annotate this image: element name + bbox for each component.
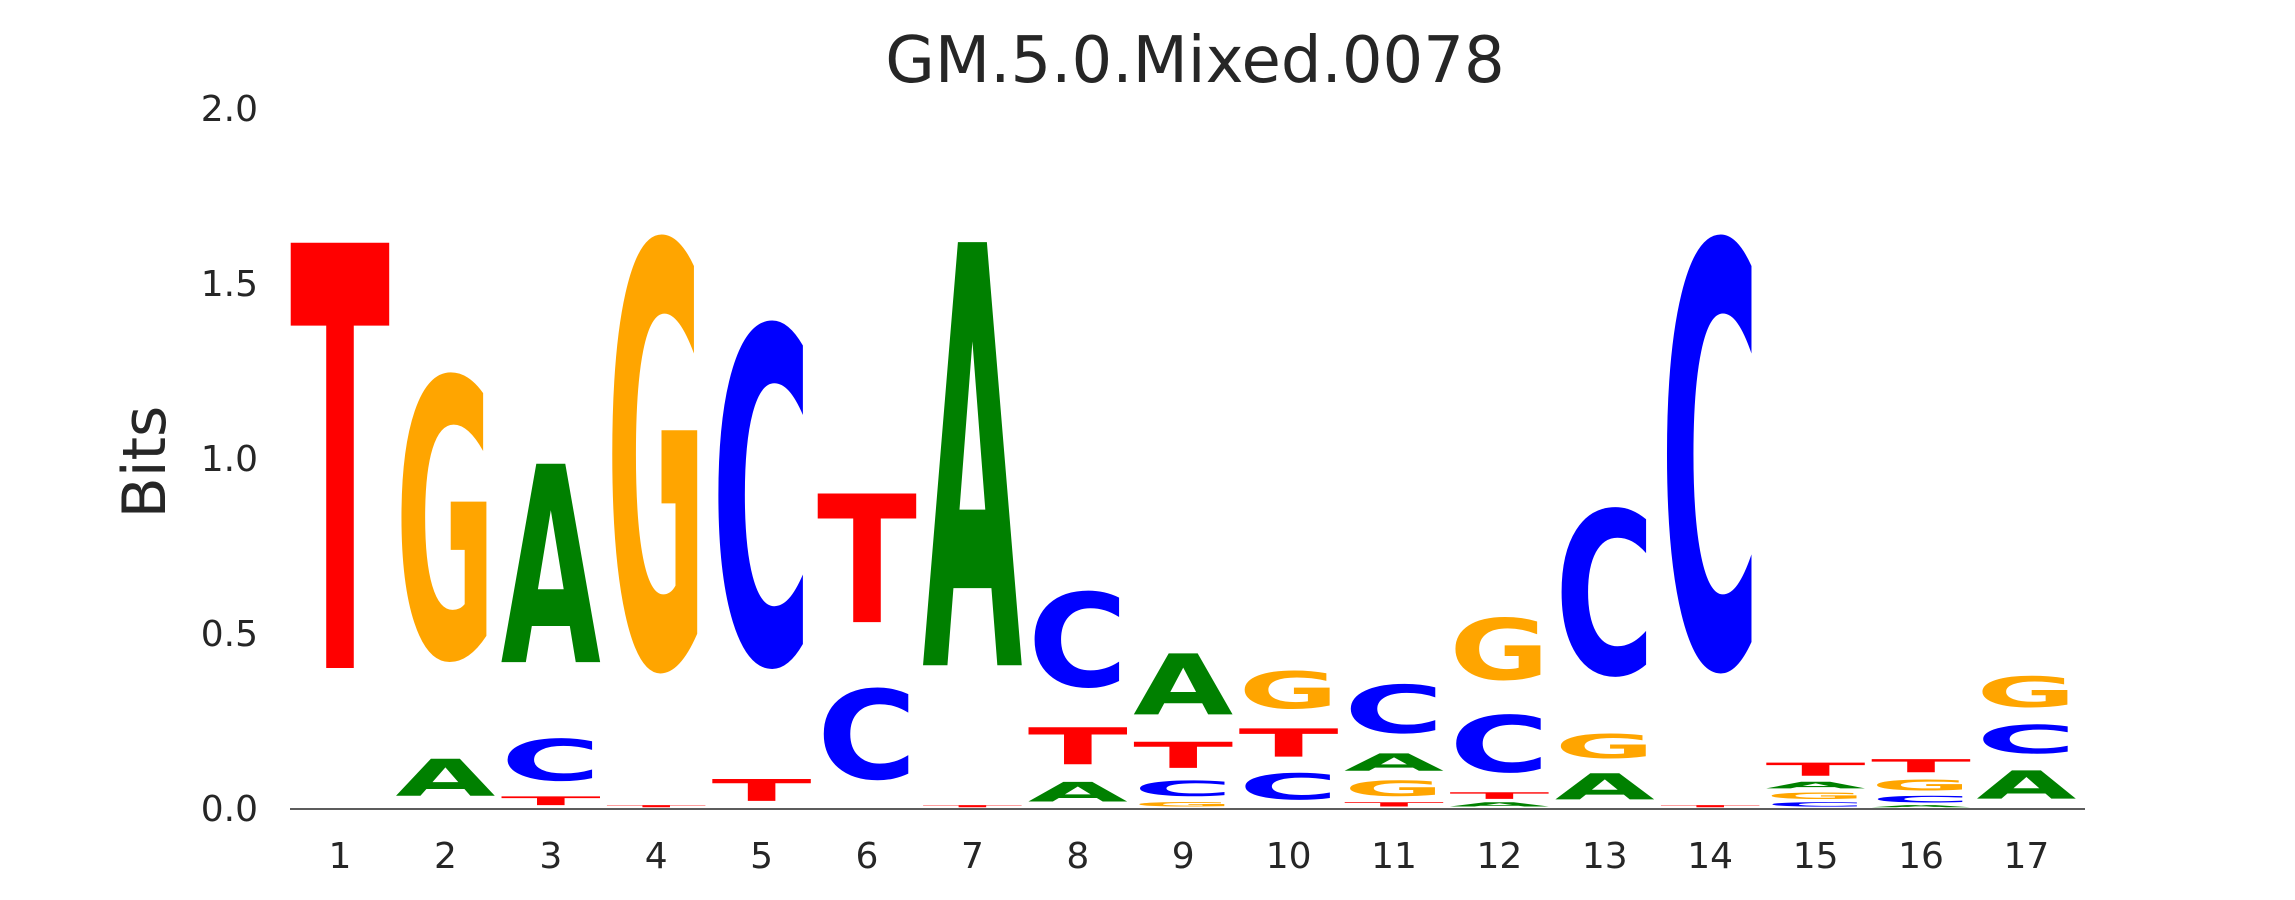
logo-stack: CT	[817, 459, 917, 808]
logo-letter-A: A	[1976, 763, 2076, 808]
logo-letter-T: T	[1449, 791, 1549, 801]
logo-letter-C: C	[501, 728, 601, 794]
x-tick-label: 3	[539, 836, 562, 877]
logo-letter-A: A	[501, 410, 601, 727]
logo-stack: TC	[712, 237, 812, 808]
y-tick-label: 2.0	[201, 89, 258, 130]
logo-letter-C: C	[1133, 777, 1233, 801]
x-tick-label: 13	[1582, 836, 1628, 877]
y-tick-label: 0.5	[201, 614, 258, 655]
logo-letter-A: A	[1871, 804, 1971, 808]
logo-letter-C: C	[1239, 767, 1339, 808]
logo-letter-C: C	[712, 237, 812, 773]
chart-title: GM.5.0.Mixed.0078	[885, 24, 1504, 98]
logo-letter-T: T	[606, 805, 706, 808]
x-tick-label: 9	[1172, 836, 1195, 877]
logo-letter-C: C	[1028, 568, 1128, 718]
logo-letter-C: C	[1871, 794, 1971, 804]
logo-letter-A: A	[1028, 777, 1128, 808]
x-tick-label: 12	[1476, 836, 1522, 877]
logo-stack: CTG	[1239, 661, 1339, 808]
logo-letter-T: T	[712, 773, 812, 808]
logo-letter-T: T	[1660, 805, 1760, 808]
logo-letter-A: A	[395, 749, 495, 808]
logo-letter-A: A	[922, 128, 1023, 803]
x-tick-label: 6	[856, 836, 879, 877]
logo-letter-T: T	[1028, 717, 1128, 776]
logo-stack: ATC	[1028, 568, 1128, 808]
logo-letter-T: T	[501, 794, 601, 808]
logo-letter-T: T	[1344, 801, 1444, 808]
logo-letter-G: G	[1871, 777, 1971, 794]
logo-letter-C: C	[1766, 801, 1866, 808]
x-tick-label: 17	[2003, 836, 2049, 877]
x-tick-label: 5	[750, 836, 773, 877]
logo-letter-G: G	[1133, 801, 1233, 808]
logo-letter-C: C	[1449, 700, 1549, 790]
logo-letter-A: A	[1133, 637, 1233, 735]
logo-letter-T: T	[922, 805, 1022, 808]
logo-letter-T: T	[1133, 735, 1233, 777]
x-tick-label: 15	[1793, 836, 1839, 877]
logo-letter-G: G	[395, 302, 495, 748]
logo-letter-T: T	[817, 459, 917, 665]
logo-letter-G: G	[1239, 661, 1339, 720]
logo-letter-C: C	[817, 665, 917, 808]
logo-letter-T: T	[1871, 756, 1971, 777]
x-tick-label: 7	[961, 836, 984, 877]
logo-letter-C: C	[1344, 672, 1444, 748]
logo-stack: T	[290, 128, 391, 807]
x-tick-label: 1	[329, 836, 352, 877]
logo-letter-G: G	[1449, 602, 1549, 700]
y-axis-label: Bits	[110, 406, 180, 519]
x-tick-label: 11	[1371, 836, 1417, 877]
logo-letter-A: A	[1766, 780, 1866, 790]
logo-letter-C: C	[1976, 717, 2076, 762]
y-axis-ticks: 0.0 0.5 1.0 1.5 2.0	[201, 89, 258, 830]
logo-letter-A: A	[1344, 749, 1444, 777]
x-tick-label: 8	[1066, 836, 1089, 877]
x-tick-label: 14	[1687, 836, 1733, 877]
logo-stack: TA	[922, 128, 1023, 808]
logo-stack: AGC	[1555, 466, 1655, 808]
logo-stack: TC	[1660, 128, 1760, 808]
logo-stack: TCA	[501, 410, 601, 808]
logo-letter-T: T	[1239, 721, 1339, 766]
x-axis-ticks: 1 2 3 4 5 6 7 8 9 10 11 12 13 14 15 16 17	[329, 836, 2050, 877]
logo-letter-A: A	[1449, 801, 1549, 808]
logo-letter-G: G	[1555, 728, 1655, 766]
logo-letter-T: T	[1766, 759, 1866, 780]
y-tick-label: 1.0	[201, 439, 258, 480]
logo-letter-C: C	[1660, 128, 1760, 803]
x-tick-label: 2	[434, 836, 457, 877]
logo-stack: AG	[395, 302, 495, 808]
logo-letter-T: T	[290, 128, 391, 807]
logo-letter-G: G	[1344, 777, 1444, 801]
y-tick-label: 0.0	[201, 789, 258, 830]
x-tick-label: 10	[1266, 836, 1312, 877]
logo-letter-C: C	[1555, 466, 1655, 727]
logo-letter-A: A	[1555, 766, 1655, 808]
logo-stack: ACG	[1976, 668, 2076, 808]
y-tick-label: 1.5	[201, 264, 258, 305]
logo-letter-G: G	[606, 127, 706, 802]
x-tick-label: 4	[645, 836, 668, 877]
logo-letter-G: G	[1976, 668, 2076, 717]
logo-stack: TG	[606, 127, 706, 808]
logo-letter-G: G	[1766, 791, 1866, 801]
x-tick-label: 16	[1898, 836, 1944, 877]
